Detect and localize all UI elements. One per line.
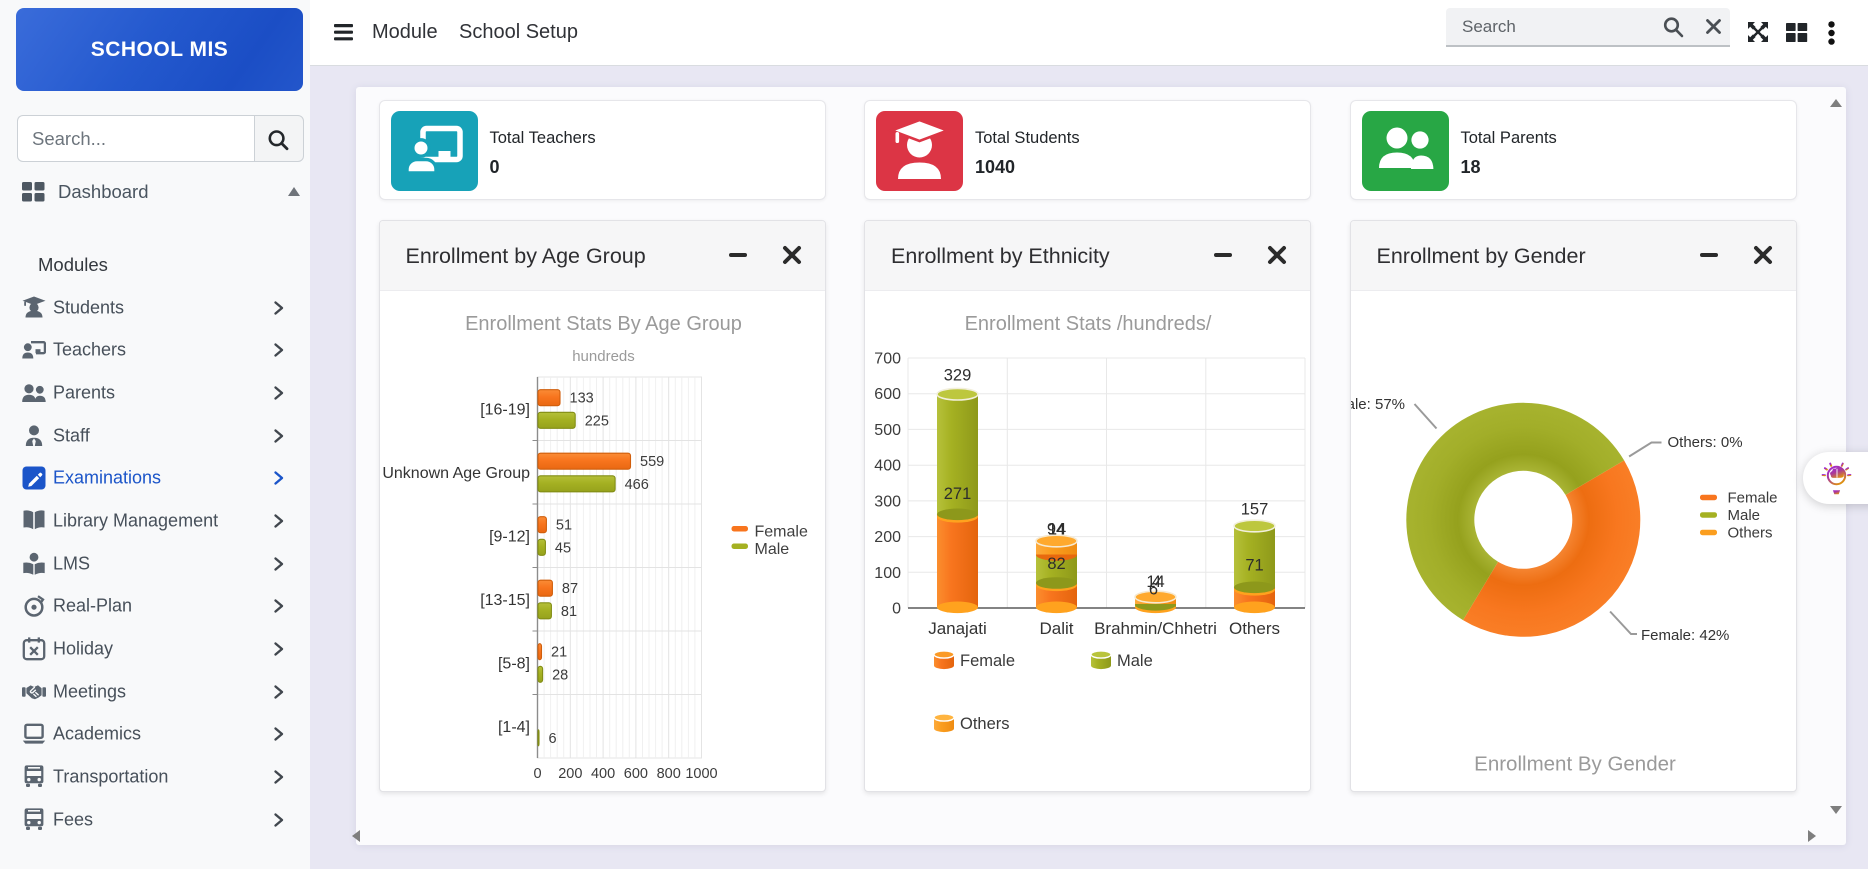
- svg-text:400: 400: [874, 458, 901, 475]
- svg-text:Enrollment Stats By Age Group: Enrollment Stats By Age Group: [465, 313, 742, 335]
- svg-text:4: 4: [1152, 573, 1161, 591]
- svg-text:100: 100: [874, 565, 901, 582]
- svg-text:329: 329: [944, 367, 972, 385]
- svg-text:Others: Others: [1727, 525, 1772, 542]
- svg-text:0: 0: [892, 601, 901, 618]
- svg-text:71: 71: [1245, 557, 1263, 575]
- svg-text:Female: Female: [960, 652, 1015, 670]
- svg-text:800: 800: [656, 766, 680, 782]
- svg-text:300: 300: [874, 493, 901, 510]
- svg-text:[1-4]: [1-4]: [497, 719, 529, 736]
- svg-text:225: 225: [584, 413, 608, 429]
- svg-text:87: 87: [561, 581, 577, 597]
- svg-text:[5-8]: [5-8]: [497, 656, 529, 673]
- svg-text:14: 14: [1048, 521, 1066, 539]
- svg-text:82: 82: [1047, 555, 1065, 573]
- svg-text:Female: 42%: Female: 42%: [1641, 627, 1729, 644]
- svg-text:Female: Female: [754, 524, 807, 541]
- svg-text:Enrollment By Gender: Enrollment By Gender: [1474, 753, 1676, 776]
- svg-text:Others: Others: [960, 715, 1010, 733]
- svg-text:Others: Others: [1229, 619, 1280, 638]
- svg-text:45: 45: [554, 540, 570, 556]
- svg-text:Enrollment Stats /hundreds/: Enrollment Stats /hundreds/: [965, 313, 1212, 335]
- svg-text:Brahmin/Chhetri: Brahmin/Chhetri: [1094, 619, 1217, 638]
- svg-text:hundreds: hundreds: [572, 348, 635, 365]
- svg-text:[13-15]: [13-15]: [480, 592, 530, 609]
- svg-text:Dalit: Dalit: [1039, 619, 1073, 638]
- svg-text:[16-19]: [16-19]: [480, 402, 530, 419]
- svg-text:600: 600: [874, 386, 901, 403]
- svg-text:Male: Male: [754, 541, 789, 558]
- svg-text:Unknown Age Group: Unknown Age Group: [382, 465, 530, 482]
- svg-text:51: 51: [555, 518, 571, 534]
- svg-text:14: 14: [1146, 573, 1164, 591]
- svg-text:271: 271: [944, 485, 972, 503]
- svg-text:500: 500: [874, 422, 901, 439]
- svg-text:400: 400: [590, 766, 614, 782]
- svg-text:157: 157: [1241, 501, 1269, 519]
- svg-text:Janajati: Janajati: [928, 619, 987, 638]
- svg-text:94: 94: [1047, 521, 1065, 539]
- svg-text:[9-12]: [9-12]: [489, 529, 530, 546]
- svg-text:466: 466: [624, 477, 648, 493]
- svg-text:200: 200: [558, 766, 582, 782]
- svg-text:600: 600: [623, 766, 647, 782]
- svg-text:81: 81: [560, 604, 576, 620]
- svg-text:28: 28: [552, 667, 568, 683]
- svg-text:700: 700: [874, 351, 901, 368]
- svg-text:Female: Female: [1727, 490, 1777, 507]
- svg-text:200: 200: [874, 529, 901, 546]
- svg-text:Male: Male: [1117, 652, 1153, 670]
- svg-text:Male: 57%: Male: 57%: [1351, 396, 1405, 413]
- svg-text:6: 6: [548, 731, 556, 747]
- svg-text:Others: 0%: Others: 0%: [1667, 434, 1742, 451]
- svg-text:6: 6: [1149, 581, 1158, 599]
- svg-text:1000: 1000: [685, 766, 717, 782]
- svg-text:0: 0: [533, 766, 541, 782]
- svg-text:133: 133: [569, 391, 593, 407]
- svg-text:Male: Male: [1727, 507, 1760, 524]
- svg-text:559: 559: [640, 454, 664, 470]
- svg-text:21: 21: [551, 645, 567, 661]
